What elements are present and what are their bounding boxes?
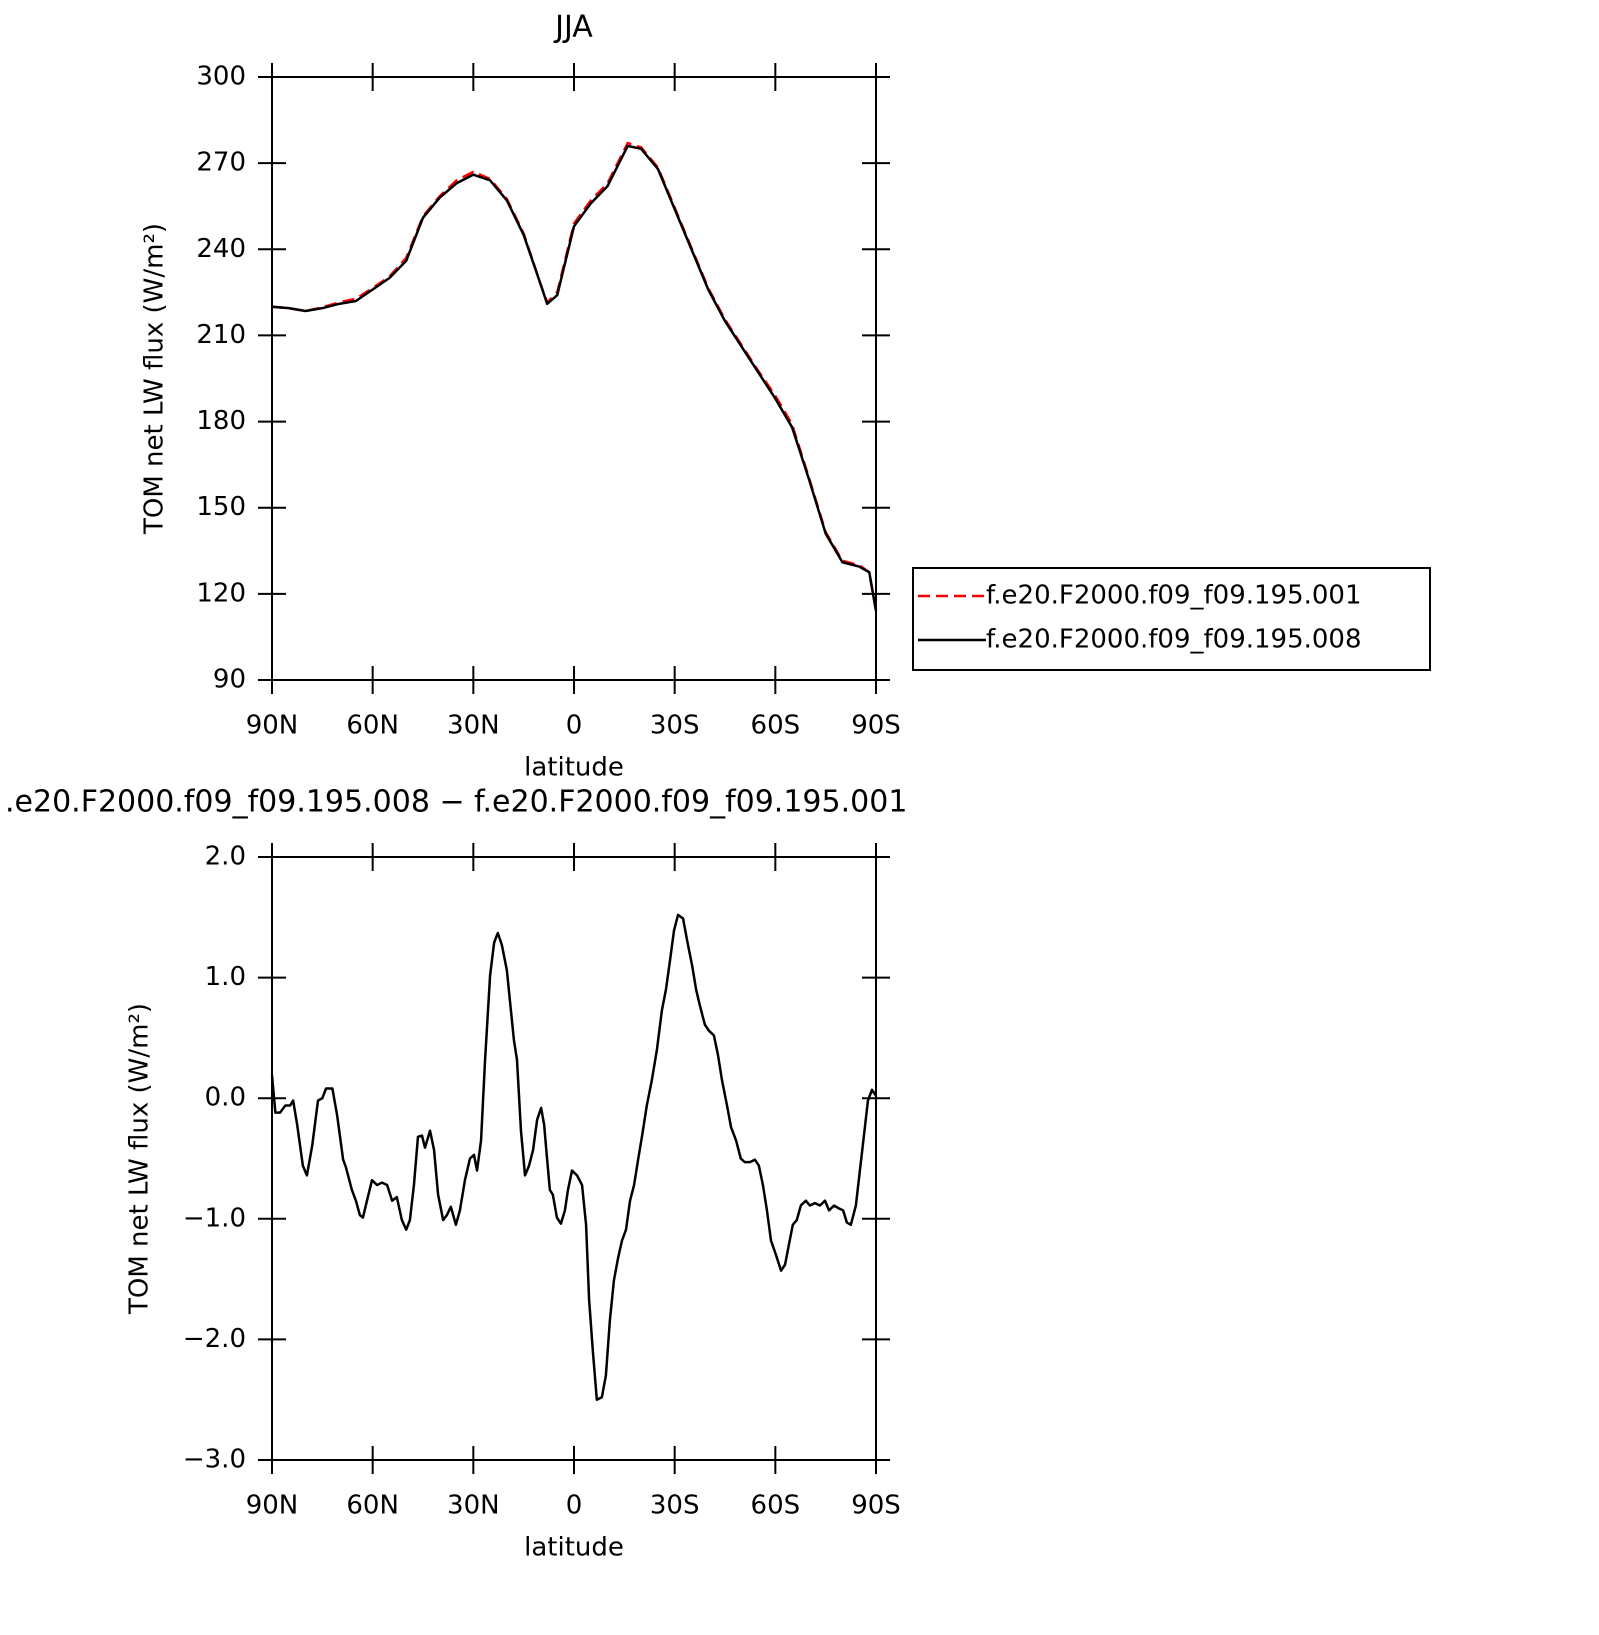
y-tick-label: −3.0 [183, 1445, 246, 1475]
x-tick-label: 90N [246, 711, 299, 741]
y-tick-label: 1.0 [205, 962, 246, 992]
x-tick-label: 90S [851, 711, 901, 741]
x-tick-label: 30N [447, 1491, 500, 1521]
plot-frame [271, 76, 877, 681]
x-tick-label: 60N [346, 1491, 399, 1521]
x-tick-label: 60N [346, 711, 399, 741]
data-line [271, 141, 878, 612]
y-tick-label: 90 [213, 665, 246, 695]
plot-frame [271, 856, 877, 1461]
legend-label: f.e20.F2000.f09_f09.195.008 [986, 625, 1362, 655]
x-tick-label: 30N [447, 711, 500, 741]
y-tick-label: −1.0 [183, 1203, 246, 1233]
y-tick-label: 300 [196, 62, 246, 92]
y-axis-label: TOM net LW flux (W/m²) [125, 1003, 155, 1315]
chart-title: JJA [553, 10, 593, 45]
y-axis-label: TOM net LW flux (W/m²) [140, 223, 170, 535]
x-tick-label: 60S [751, 711, 801, 741]
legend-label: f.e20.F2000.f09_f09.195.001 [986, 581, 1362, 611]
x-axis-label: latitude [524, 753, 624, 783]
y-tick-label: 0.0 [205, 1083, 246, 1113]
y-tick-label: 270 [196, 148, 246, 178]
y-tick-label: −2.0 [183, 1324, 246, 1354]
x-tick-label: 0 [566, 711, 583, 741]
x-tick-label: 30S [650, 1491, 700, 1521]
y-tick-label: 210 [196, 320, 246, 350]
data-line [271, 144, 878, 612]
x-tick-label: 90S [851, 1491, 901, 1521]
x-tick-label: 0 [566, 1491, 583, 1521]
data-line [270, 913, 878, 1401]
y-tick-label: 150 [196, 492, 246, 522]
chart-title: .e20.F2000.f09_f09.195.008 − f.e20.F2000… [5, 785, 907, 820]
x-tick-label: 30S [650, 711, 700, 741]
x-tick-label: 60S [751, 1491, 801, 1521]
y-tick-label: 240 [196, 234, 246, 264]
x-axis-label: latitude [524, 1533, 624, 1563]
y-tick-label: 2.0 [205, 842, 246, 872]
legend-box [912, 567, 1431, 671]
x-tick-label: 90N [246, 1491, 299, 1521]
y-tick-label: 120 [196, 578, 246, 608]
y-tick-label: 180 [196, 406, 246, 436]
